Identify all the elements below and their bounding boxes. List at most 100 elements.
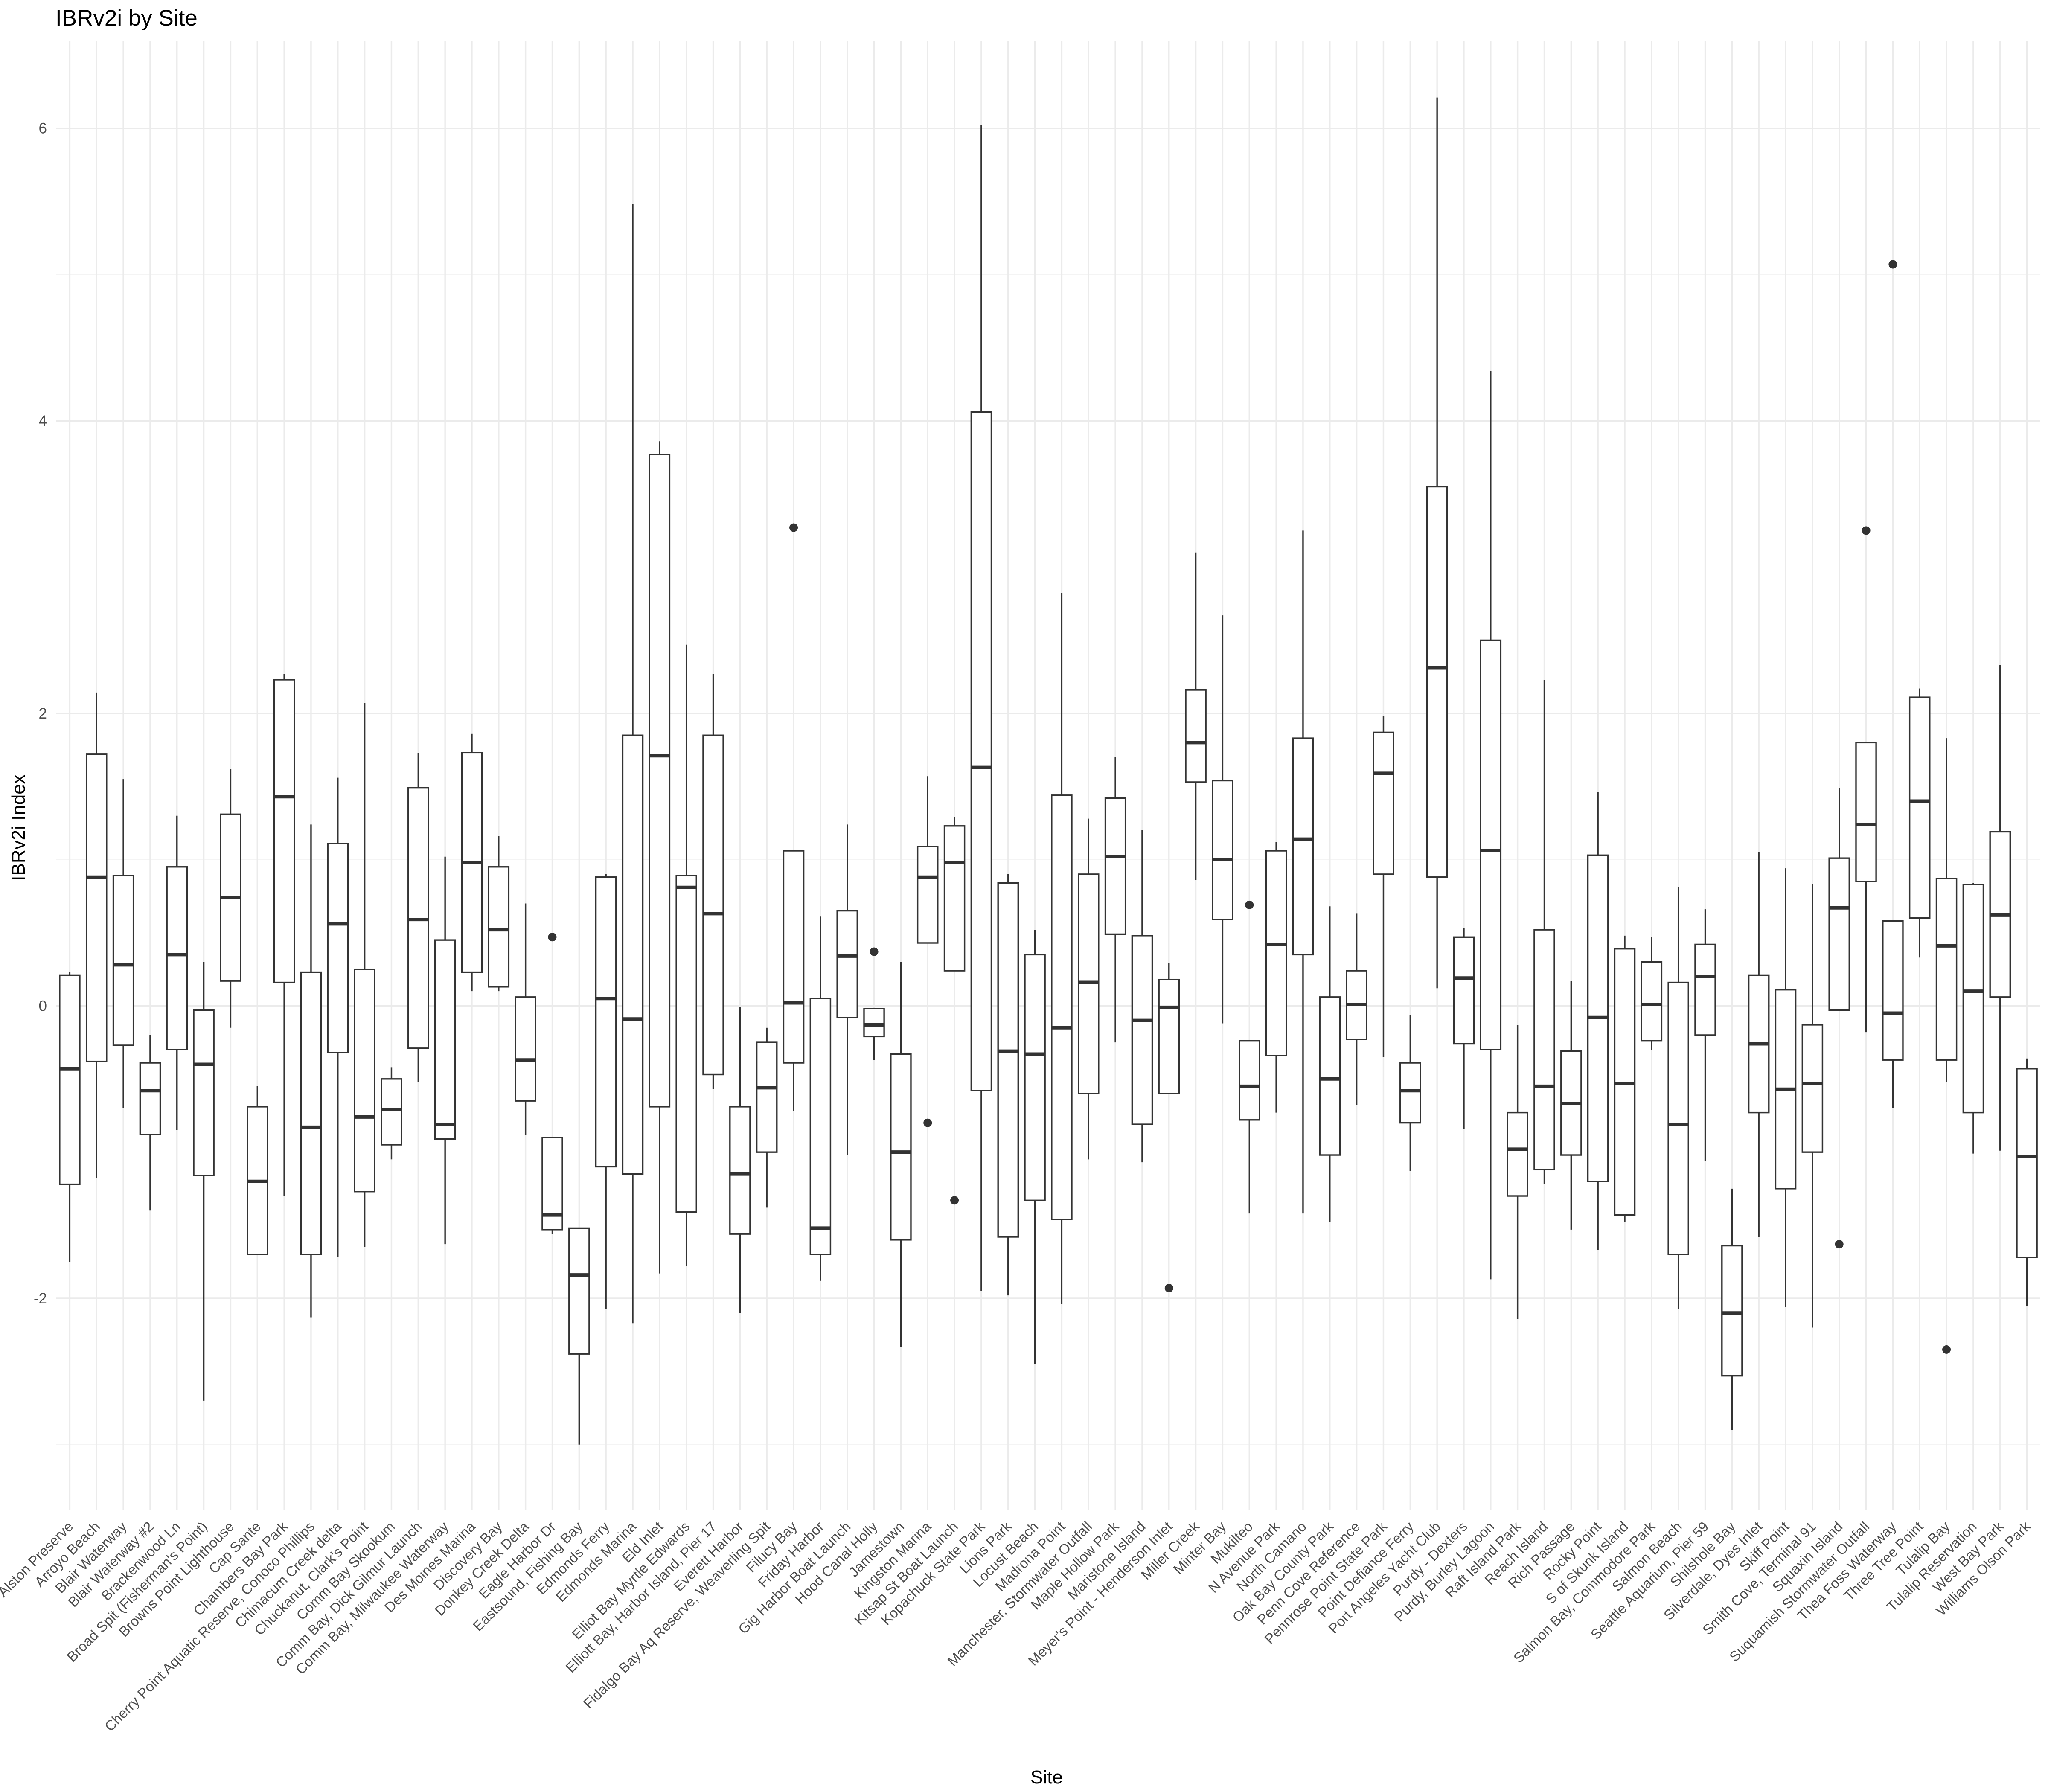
box-group: [273, 674, 295, 1196]
box-group: [1694, 909, 1716, 1161]
box-group: [1989, 665, 2011, 1151]
iqr-box: [568, 1227, 590, 1355]
iqr-box: [1641, 961, 1663, 1042]
box-group: [515, 903, 536, 1135]
iqr-box: [1265, 850, 1287, 1056]
iqr-box: [354, 968, 375, 1193]
box-group: [675, 644, 697, 1266]
box-group: [461, 733, 483, 992]
box-group: [622, 204, 644, 1324]
chart-title: IBRv2i by Site: [55, 6, 198, 31]
box-group: [1480, 371, 1502, 1280]
box-group: [300, 824, 322, 1318]
iqr-box: [1131, 935, 1153, 1125]
box-group: [1426, 97, 1448, 989]
iqr-box: [112, 875, 134, 1046]
y-tick-label: -2: [34, 1290, 47, 1307]
outlier-point: [1835, 1240, 1844, 1249]
iqr-box: [381, 1078, 402, 1146]
iqr-box: [1855, 742, 1877, 882]
box-group: [809, 916, 832, 1281]
iqr-box: [729, 1106, 751, 1235]
box-group: [1239, 900, 1260, 1214]
iqr-box: [970, 411, 992, 1091]
outlier-point: [1888, 260, 1897, 269]
box-group: [1319, 906, 1341, 1222]
iqr-box: [434, 939, 456, 1140]
iqr-box: [1801, 1024, 1824, 1153]
box-group: [1346, 913, 1367, 1105]
iqr-box: [756, 1041, 778, 1153]
box-group: [1908, 688, 1931, 958]
iqr-box: [300, 971, 322, 1255]
iqr-box: [166, 866, 188, 1050]
iqr-box: [1212, 780, 1233, 920]
box-group: [1212, 615, 1233, 1024]
box-group: [1801, 884, 1824, 1328]
box-group: [112, 779, 134, 1108]
iqr-box: [943, 825, 966, 972]
outlier-point: [548, 933, 557, 942]
y-tick-label: 6: [39, 120, 47, 137]
iqr-box: [139, 1062, 161, 1135]
iqr-box: [1399, 1062, 1421, 1124]
x-axis-title: Site: [1030, 1767, 1063, 1788]
iqr-box: [1721, 1245, 1743, 1377]
iqr-box: [1882, 920, 1904, 1061]
box-group: [756, 1027, 778, 1208]
box-group: [1265, 842, 1287, 1113]
iqr-box: [273, 679, 295, 983]
iqr-box: [515, 996, 536, 1102]
iqr-box: [1935, 878, 1958, 1061]
box-group: [1185, 552, 1207, 880]
iqr-box: [1239, 1040, 1260, 1121]
iqr-box: [1158, 978, 1180, 1094]
outlier-point: [1164, 1283, 1173, 1292]
box-group: [702, 674, 724, 1089]
box-group: [1667, 887, 1689, 1309]
iqr-box: [1667, 981, 1689, 1255]
iqr-box: [702, 734, 724, 1076]
box-group: [247, 1086, 268, 1255]
box-group: [595, 874, 617, 1309]
box-group: [783, 523, 805, 1111]
iqr-box: [649, 454, 671, 1108]
iqr-box: [1185, 689, 1207, 783]
iqr-box: [1373, 731, 1394, 875]
box-group: [1024, 930, 1046, 1364]
outlier-point: [950, 1196, 959, 1205]
outlier-point: [1245, 900, 1254, 909]
box-group: [327, 777, 349, 1257]
iqr-box: [1480, 639, 1502, 1050]
box-group: [1855, 526, 1877, 1033]
y-tick-label: 4: [39, 413, 47, 429]
box-group: [1828, 788, 1850, 1249]
y-axis-title: IBRv2i Index: [8, 774, 29, 881]
iqr-box: [595, 876, 617, 1168]
box-group: [434, 856, 456, 1245]
box-group: [1399, 1014, 1421, 1171]
box-group: [1935, 738, 1958, 1354]
box-group: [1104, 757, 1126, 1043]
box-group: [970, 125, 992, 1291]
box-group: [1587, 792, 1609, 1250]
box-group: [1882, 260, 1904, 1108]
iqr-box: [1828, 857, 1850, 1011]
iqr-box: [1507, 1111, 1528, 1197]
iqr-box: [193, 1009, 215, 1176]
box-group: [1614, 935, 1636, 1222]
box-group: [568, 1227, 590, 1445]
box-group: [1560, 981, 1582, 1230]
outlier-point: [923, 1118, 932, 1127]
iqr-box: [836, 910, 858, 1018]
iqr-box: [1962, 884, 1984, 1114]
box-group: [1131, 830, 1153, 1163]
box-group: [354, 703, 375, 1247]
iqr-box: [59, 974, 81, 1185]
iqr-box: [997, 882, 1019, 1238]
box-group: [1641, 937, 1663, 1050]
iqr-box: [1104, 797, 1126, 935]
box-group: [1158, 963, 1180, 1292]
